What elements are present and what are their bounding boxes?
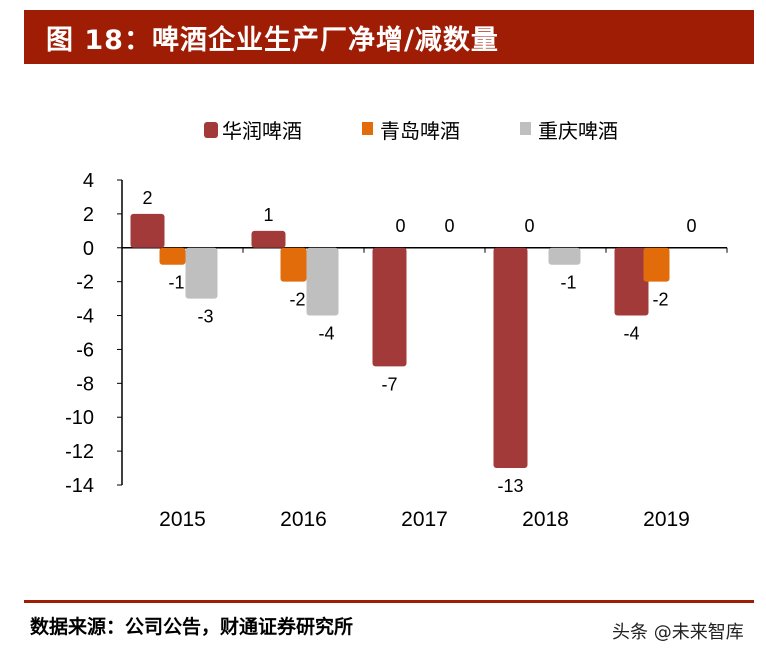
y-tick-label: -2: [76, 272, 94, 294]
header-bar: 图 18：啤酒企业生产厂净增/减数量: [24, 10, 754, 64]
data-label: 0: [444, 216, 454, 236]
y-tick-label: 2: [83, 204, 94, 226]
bar-2018-2: [548, 247, 581, 265]
data-label: -3: [197, 307, 213, 327]
bar-2015-1: [159, 247, 186, 265]
data-label: 0: [395, 216, 405, 236]
data-label: 0: [524, 216, 534, 236]
data-label: 2: [142, 188, 152, 208]
bar-2019-1: [643, 247, 670, 282]
data-label: -1: [168, 273, 184, 293]
data-label: 0: [686, 216, 696, 236]
legend-label: 重庆啤酒: [538, 119, 618, 143]
y-tick-label: -8: [76, 373, 94, 395]
bar-chart: 420-2-4-6-8-10-12-1420152-1-320161-2-420…: [65, 119, 728, 531]
x-tick-label: 2015: [159, 508, 206, 531]
y-tick-label: -4: [76, 306, 94, 328]
legend-swatch: [520, 122, 531, 135]
x-tick-label: 2017: [401, 508, 448, 531]
legend-swatch: [362, 122, 373, 135]
bar-2018-0: [493, 247, 528, 469]
source-note: 数据来源：公司公告，财通证券研究所: [30, 616, 354, 638]
data-label: 1: [263, 205, 273, 225]
bar-2015-0: [130, 213, 165, 248]
bar-2016-2: [306, 247, 339, 316]
y-tick-label: -14: [65, 475, 94, 497]
bar-2019-0: [614, 247, 649, 316]
y-tick-label: -12: [65, 441, 94, 463]
data-label: -1: [560, 273, 576, 293]
bar-2017-0: [372, 247, 407, 367]
figure-title: 图 18：啤酒企业生产厂净增/减数量: [46, 25, 499, 56]
y-tick-label: 4: [83, 170, 94, 192]
data-label: -7: [381, 374, 397, 394]
legend-label: 华润啤酒: [222, 119, 302, 143]
data-label: -4: [623, 324, 639, 344]
bar-2016-0: [251, 230, 286, 248]
footer-divider: [24, 600, 754, 603]
bar-2015-2: [185, 247, 218, 299]
watermark: 头条 @未来智库: [612, 622, 744, 643]
data-label: -2: [289, 290, 305, 310]
data-label: -2: [652, 290, 668, 310]
x-tick-label: 2018: [522, 508, 569, 531]
data-label: -4: [318, 324, 334, 344]
bar-2016-1: [280, 247, 307, 282]
y-tick-label: -10: [65, 407, 94, 429]
legend-label: 青岛啤酒: [380, 119, 460, 143]
y-tick-label: -6: [76, 339, 94, 361]
legend-swatch: [204, 122, 218, 138]
x-tick-label: 2019: [643, 508, 690, 531]
y-tick-label: 0: [83, 238, 94, 260]
data-label: -13: [497, 476, 523, 496]
x-tick-label: 2016: [280, 508, 327, 531]
